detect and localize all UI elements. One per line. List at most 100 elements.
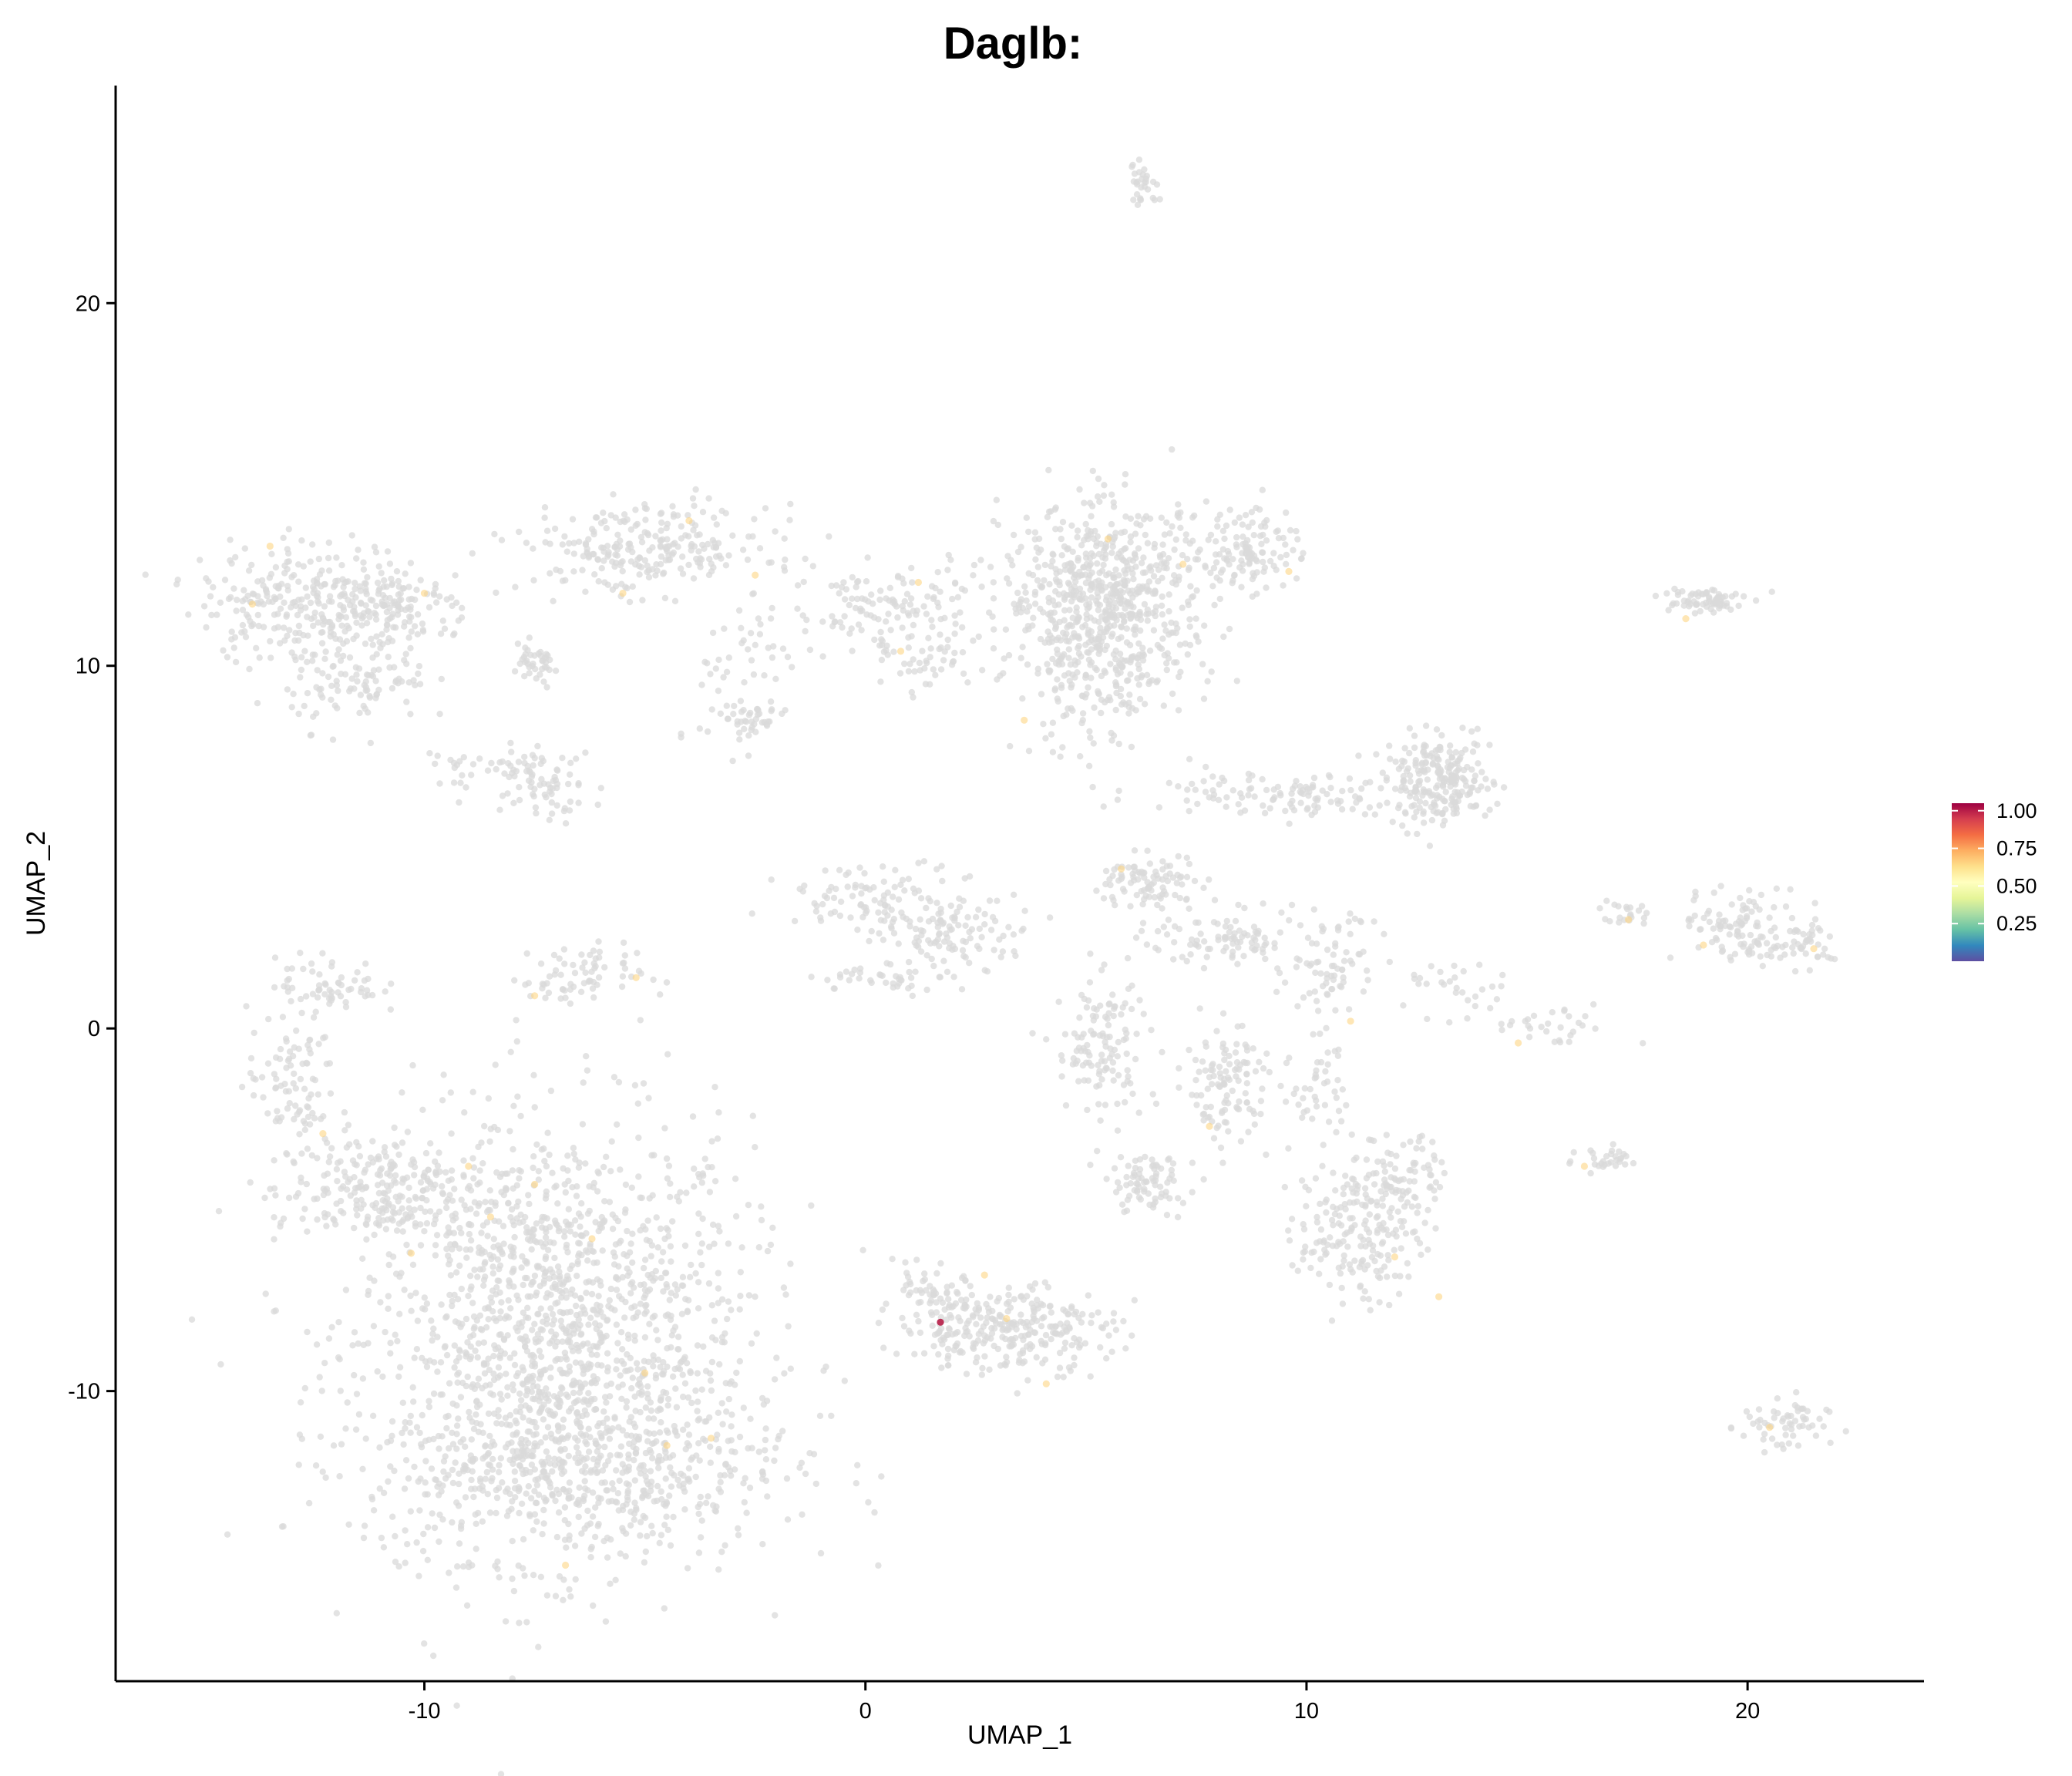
cell-point xyxy=(1140,651,1148,659)
cell-point xyxy=(429,1330,436,1337)
cell-point xyxy=(1059,519,1067,526)
cell-point xyxy=(1075,1344,1083,1351)
cell-point xyxy=(667,1180,674,1187)
cell-point xyxy=(298,1435,305,1442)
cell-point xyxy=(485,1355,492,1362)
cell-point xyxy=(576,1159,583,1166)
cell-point xyxy=(462,1443,469,1451)
cell-point xyxy=(493,1509,500,1517)
cell-point xyxy=(1182,531,1190,538)
cell-point xyxy=(755,1244,762,1251)
cell-point xyxy=(387,1463,394,1470)
cell-point xyxy=(311,1196,318,1202)
cell-point xyxy=(649,566,656,573)
cell-point xyxy=(528,1462,536,1468)
cell-point xyxy=(439,1391,446,1398)
cell-point xyxy=(718,507,725,514)
cell-point xyxy=(624,1227,631,1235)
cell-point xyxy=(262,1290,269,1297)
cell-point xyxy=(556,955,563,962)
cell-point xyxy=(439,617,446,624)
cell-point xyxy=(771,1376,779,1383)
cell-point xyxy=(347,1192,354,1199)
cell-point xyxy=(539,1531,546,1538)
cell-point xyxy=(1191,512,1198,520)
cell-point xyxy=(489,1475,496,1482)
cell-point xyxy=(1141,179,1148,187)
cell-point xyxy=(349,590,356,598)
cell-point xyxy=(547,1305,554,1312)
cell-point xyxy=(288,965,295,972)
cell-point xyxy=(518,1500,526,1508)
cell-point xyxy=(1200,695,1208,702)
cell-point xyxy=(274,584,281,592)
cell-point xyxy=(1027,1340,1034,1348)
cell-point xyxy=(393,1227,401,1234)
cell-point xyxy=(652,533,659,540)
cell-point xyxy=(542,994,549,1001)
cell-point xyxy=(964,679,971,686)
cell-point xyxy=(538,775,545,782)
cell-point xyxy=(398,1270,405,1276)
cell-point xyxy=(427,1140,434,1147)
cell-point xyxy=(1048,731,1055,738)
cell-point xyxy=(420,1530,427,1538)
cell-point xyxy=(296,629,303,637)
cell-point xyxy=(1093,543,1100,550)
cell-point xyxy=(772,1445,779,1451)
cell-point xyxy=(511,1478,519,1485)
cell-point xyxy=(798,1459,806,1467)
cell-point xyxy=(1034,1305,1042,1312)
cell-point xyxy=(1120,557,1128,564)
cell-point xyxy=(879,1306,886,1314)
cell-point xyxy=(590,994,597,1001)
cell-point xyxy=(577,1213,584,1220)
cell-point xyxy=(387,1350,394,1357)
cell-point xyxy=(956,903,964,910)
cell-point xyxy=(188,1316,196,1324)
cell-point xyxy=(463,1254,470,1261)
cell-point xyxy=(949,595,956,603)
cell-point xyxy=(913,1256,920,1263)
cell-point xyxy=(1168,629,1175,636)
cell-point xyxy=(1112,706,1119,714)
cell-point xyxy=(543,794,550,801)
cell-point xyxy=(560,1596,567,1603)
cell-point xyxy=(255,622,262,630)
cell-point xyxy=(335,646,342,653)
cell-point xyxy=(454,1379,461,1386)
cell-point xyxy=(325,1159,332,1166)
cell-point xyxy=(397,590,404,597)
cell-point xyxy=(284,1057,292,1065)
cell-point xyxy=(933,1299,940,1306)
cell-point xyxy=(416,1429,423,1437)
cell-point xyxy=(677,1189,684,1196)
cell-point xyxy=(614,1490,622,1497)
cell-point xyxy=(781,1370,788,1377)
cell-point xyxy=(542,1253,550,1260)
cell-point xyxy=(679,1371,686,1378)
cell-point xyxy=(523,1466,530,1474)
cell-point xyxy=(469,1468,476,1475)
cell-point xyxy=(1179,552,1186,559)
cell-point xyxy=(438,1488,445,1495)
cell-point xyxy=(576,538,583,545)
cell-point xyxy=(1158,560,1166,567)
cell-point xyxy=(574,1410,580,1417)
cell-point xyxy=(321,991,328,998)
cell-point xyxy=(717,710,724,717)
cell-point xyxy=(271,984,278,991)
cell-point xyxy=(959,649,967,656)
cell-point xyxy=(540,1506,547,1514)
cell-point xyxy=(722,1330,728,1337)
cell-point xyxy=(575,799,582,806)
cell-point xyxy=(692,1473,699,1481)
cell-point xyxy=(715,1409,722,1417)
cell-point xyxy=(446,1569,452,1576)
cell-point xyxy=(841,1377,849,1384)
cell-point xyxy=(1020,925,1027,933)
cell-point xyxy=(1030,614,1037,621)
cell-point xyxy=(899,1314,906,1322)
cell-point xyxy=(587,1546,594,1552)
cell-point xyxy=(522,1452,529,1460)
